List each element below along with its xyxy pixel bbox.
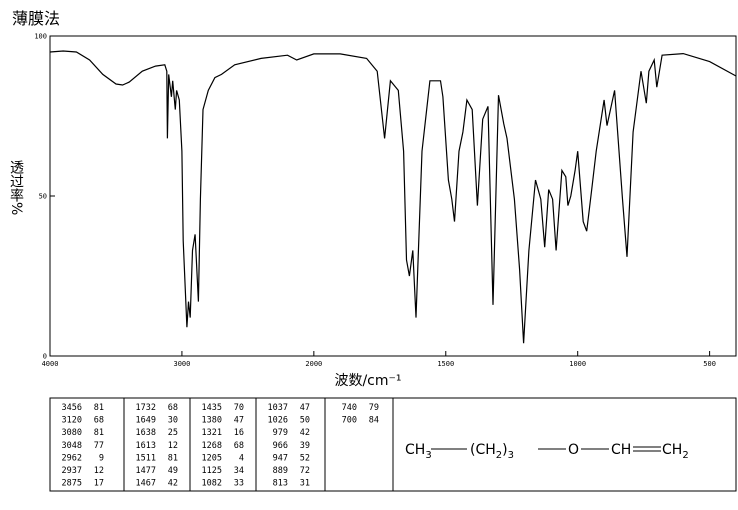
formula-text: CH (662, 442, 682, 458)
peak-wavenumber: 947 (273, 453, 288, 463)
peak-wavenumber: 1037 (268, 403, 288, 413)
peak-transmittance: 52 (300, 453, 310, 463)
y-tick-label: 0 (43, 353, 47, 361)
peak-wavenumber: 889 (273, 466, 288, 476)
y-tick-label: 50 (39, 193, 47, 201)
peak-wavenumber: 1321 (202, 428, 222, 438)
x-tick-label: 500 (703, 360, 716, 368)
formula-group: (CH2)3 (470, 442, 514, 461)
peak-transmittance: 17 (94, 479, 104, 489)
peak-wavenumber: 1638 (136, 428, 156, 438)
peak-transmittance: 49 (168, 466, 178, 476)
peak-transmittance: 47 (234, 416, 244, 426)
x-tick-label: 4000 (42, 360, 59, 368)
peak-transmittance: 30 (168, 416, 178, 426)
peak-transmittance: 4 (239, 453, 244, 463)
peak-wavenumber: 3048 (62, 441, 82, 451)
table-dividers (123, 398, 394, 491)
peak-wavenumber: 3456 (62, 403, 82, 413)
peak-transmittance: 42 (168, 479, 178, 489)
x-tick-label: 1500 (437, 360, 454, 368)
structure-formula: CH3 (CH2)3 O CH CH2 (405, 442, 689, 461)
chart-title: 薄膜法 (12, 9, 60, 28)
peak-transmittance: 72 (300, 466, 310, 476)
x-axis-label: 波数/cm⁻¹ (334, 373, 401, 389)
peak-wavenumber: 2937 (62, 466, 82, 476)
bonds (431, 446, 661, 452)
peak-wavenumber: 2875 (62, 479, 82, 489)
peak-transmittance: 39 (300, 441, 310, 451)
formula-text: (CH (470, 442, 496, 458)
peak-transmittance: 81 (94, 403, 104, 413)
formula-group: CH (611, 442, 631, 458)
subscript: 2 (496, 450, 502, 461)
peak-wavenumber: 1613 (136, 441, 156, 451)
peak-wavenumber: 1467 (136, 479, 156, 489)
peak-transmittance: 84 (369, 416, 379, 426)
formula-text: CH (405, 442, 425, 458)
formula-group: O (568, 442, 579, 458)
formula-text: CH (611, 442, 631, 458)
peak-wavenumber: 3120 (62, 416, 82, 426)
peak-transmittance: 50 (300, 416, 310, 426)
spectrum-line (49, 50, 737, 344)
peak-wavenumber: 1268 (202, 441, 222, 451)
peak-transmittance: 70 (234, 403, 244, 413)
peak-transmittance: 68 (94, 416, 104, 426)
peak-wavenumber: 1477 (136, 466, 156, 476)
peak-transmittance: 12 (168, 441, 178, 451)
peak-transmittance: 77 (94, 441, 104, 451)
peak-wavenumber: 1082 (202, 479, 222, 489)
peak-transmittance: 68 (234, 441, 244, 451)
peak-transmittance: 33 (234, 479, 244, 489)
subscript: 2 (682, 450, 688, 461)
peak-wavenumber: 1511 (136, 453, 156, 463)
peak-wavenumber: 740 (342, 403, 357, 413)
peak-wavenumber: 3080 (62, 428, 82, 438)
peak-wavenumber: 1649 (136, 416, 156, 426)
x-tick-label: 1000 (569, 360, 586, 368)
peak-wavenumber: 813 (273, 479, 288, 489)
peak-wavenumber: 966 (273, 441, 288, 451)
y-tick-label: 100 (34, 33, 47, 41)
peak-wavenumber: 1026 (268, 416, 288, 426)
peak-wavenumber: 1435 (202, 403, 222, 413)
peak-wavenumber: 979 (273, 428, 288, 438)
peak-transmittance: 9 (99, 453, 104, 463)
peak-transmittance: 16 (234, 428, 244, 438)
y-axis-label: 透过率% (8, 160, 24, 215)
peak-transmittance: 12 (94, 466, 104, 476)
peak-wavenumber: 2962 (62, 453, 82, 463)
peak-transmittance: 34 (234, 466, 244, 476)
peak-transmittance: 79 (369, 403, 379, 413)
peak-transmittance: 25 (168, 428, 178, 438)
formula-text: ) (502, 442, 507, 458)
peak-wavenumber: 1125 (202, 466, 222, 476)
peak-wavenumber: 1205 (202, 453, 222, 463)
formula-group: CH2 (662, 442, 689, 461)
x-tick-label: 3000 (173, 360, 190, 368)
peak-wavenumber: 700 (342, 416, 357, 426)
peak-wavenumber: 1380 (202, 416, 222, 426)
formula-text: O (568, 442, 579, 458)
subscript: 3 (425, 450, 431, 461)
peak-transmittance: 81 (94, 428, 104, 438)
peak-transmittance: 68 (168, 403, 178, 413)
x-tick-label: 2000 (305, 360, 322, 368)
peak-wavenumber: 1732 (136, 403, 156, 413)
formula-group: CH3 (405, 442, 432, 461)
peak-transmittance: 42 (300, 428, 310, 438)
peak-transmittance: 81 (168, 453, 178, 463)
peak-transmittance: 47 (300, 403, 310, 413)
subscript: 3 (508, 450, 514, 461)
peak-transmittance: 31 (300, 479, 310, 489)
